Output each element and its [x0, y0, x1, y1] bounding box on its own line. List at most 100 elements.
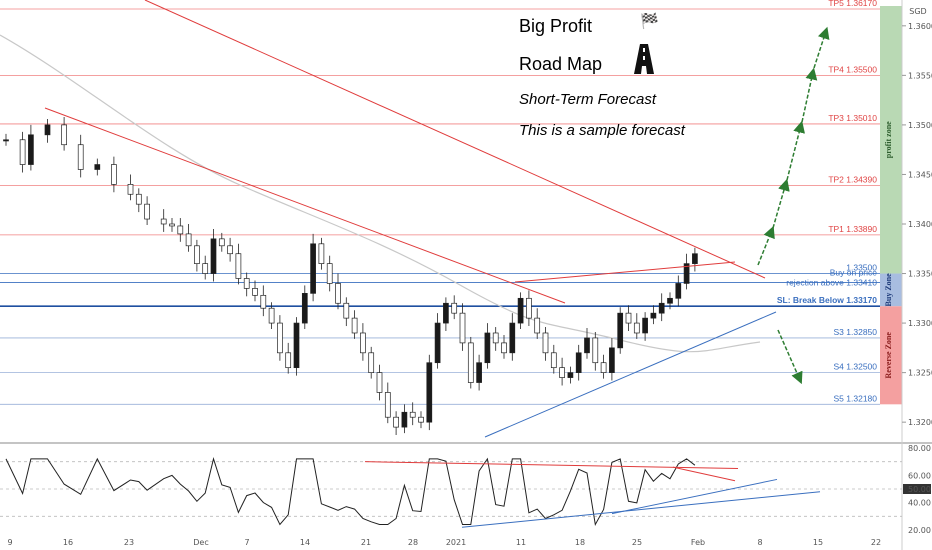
candle-28	[301, 293, 308, 324]
osc-tick-label-3: 40.00	[908, 499, 931, 508]
candle-42	[418, 416, 424, 423]
osc-tick-label-0: 80.00	[908, 444, 931, 453]
forecast-arrow-up-4	[813, 26, 830, 69]
title-line-1: Big Profit	[519, 16, 593, 36]
candle-25	[277, 322, 283, 354]
candle-46	[451, 302, 458, 314]
candle-2	[28, 134, 34, 165]
candle-16	[202, 263, 209, 274]
forecast-arrow-up-0	[757, 225, 775, 266]
x-tick-label-15: 22	[871, 538, 881, 547]
y-tick-label-4: 1.34000	[908, 220, 932, 229]
time-axis: 9 16 23 Dec 7 14 21 28 2021 11 18 25 Feb 8 15 22	[7, 538, 881, 547]
zone-1	[880, 273, 902, 307]
candle-48	[467, 342, 474, 383]
road-icon	[628, 44, 660, 79]
y-tick-label-8: 1.32000	[908, 418, 932, 427]
zone-label-0: profit zone	[884, 121, 893, 158]
x-tick-label-2: 23	[124, 538, 134, 547]
level-label-3: TP2 1.34390	[828, 174, 877, 184]
candle-41	[409, 411, 416, 418]
trendlines	[44, 0, 777, 438]
candle-63	[592, 337, 599, 364]
y-tick-label-0: 1.36000	[908, 22, 932, 31]
candle-71	[658, 302, 665, 314]
forecast-arrow-up-2	[786, 120, 805, 181]
candle-64	[600, 362, 607, 373]
candle-29	[310, 243, 316, 294]
osc-support-line-2	[611, 478, 778, 515]
oscillator-line	[5, 457, 696, 527]
candle-44	[434, 322, 441, 364]
candle-56	[534, 317, 541, 334]
y-tick-label-2: 1.35000	[908, 121, 932, 130]
moving-average	[0, 34, 761, 353]
x-tick-label-9: 11	[516, 538, 526, 547]
x-tick-label-3: Dec	[193, 538, 208, 547]
osc-tick-label-4: 20.00	[908, 526, 931, 535]
level-label-8: S3 1.32850	[834, 327, 878, 337]
x-tick-label-14: 15	[813, 538, 823, 547]
y-tick-label-1: 1.35500	[908, 71, 932, 80]
x-tick-label-1: 16	[63, 538, 73, 547]
candle-35	[360, 332, 366, 354]
candle-47	[459, 312, 466, 344]
candle-32	[335, 283, 341, 304]
zone-bars: profit zone Buy Zone Reverse Zone	[880, 6, 902, 405]
forecast-arrow-up-3	[801, 67, 818, 123]
candle-1	[19, 139, 26, 165]
candle-70	[650, 312, 657, 319]
candle-15	[194, 245, 200, 264]
y-tick-label-3: 1.34500	[908, 170, 932, 179]
forecast-arrow-up-1	[772, 178, 790, 229]
candle-43	[426, 362, 433, 423]
x-tick-label-11: 25	[632, 538, 642, 547]
candle-67	[625, 312, 632, 324]
level-label-6-a: Buy on price	[830, 267, 878, 277]
moving-average-line	[0, 34, 761, 353]
candle-0	[3, 139, 9, 142]
subtitle-2: This is a sample forecast	[519, 122, 685, 139]
candle-74	[683, 263, 690, 284]
candle-4	[61, 124, 67, 146]
candle-24	[268, 307, 275, 324]
level-label-2: TP3 1.35010	[828, 113, 877, 123]
candle-26	[285, 352, 292, 369]
candle-11	[160, 218, 167, 225]
candle-39	[393, 416, 399, 428]
oscillator-panel: 80.00 60.00 50.00 40.00 20.00	[0, 444, 931, 535]
candle-65	[609, 347, 615, 373]
candle-27	[293, 322, 300, 369]
x-tick-label-10: 18	[575, 538, 585, 547]
forecast-arrows	[757, 26, 830, 385]
level-label-0: TP5 1.36170	[828, 0, 877, 8]
forecast-arrow-down	[777, 329, 803, 385]
candle-33	[343, 302, 350, 319]
candle-34	[351, 317, 358, 334]
candle-22	[252, 288, 258, 296]
x-tick-label-5: 14	[300, 538, 310, 547]
x-tick-label-7: 28	[408, 538, 418, 547]
candle-18	[218, 238, 225, 247]
osc-support-line	[461, 491, 821, 528]
level-labels: TP5 1.36170 TP4 1.35500 TP3 1.35010 TP2 1.3…	[777, 0, 877, 403]
candle-30	[318, 243, 325, 264]
candle-20	[235, 253, 242, 279]
candle-72	[667, 297, 673, 304]
candle-45	[443, 302, 449, 324]
candle-73	[675, 283, 682, 299]
level-label-7: SL: Break Below 1.33170	[777, 295, 877, 305]
candle-37	[376, 372, 383, 393]
zone-2	[880, 306, 902, 405]
y-tick-label-7: 1.32500	[908, 369, 932, 378]
level-label-6-b: rejection above 1.33410	[786, 277, 877, 287]
zone-label-1: Buy Zone	[884, 273, 893, 307]
candle-38	[384, 392, 391, 418]
subtitle-1: Short-Term Forecast	[519, 91, 656, 108]
osc-tick-label-1: 60.00	[908, 471, 931, 480]
level-label-5: 1.33500	[846, 263, 877, 273]
candle-49	[476, 362, 482, 383]
candle-58	[550, 352, 557, 369]
title-line-2: Road Map	[519, 54, 603, 74]
